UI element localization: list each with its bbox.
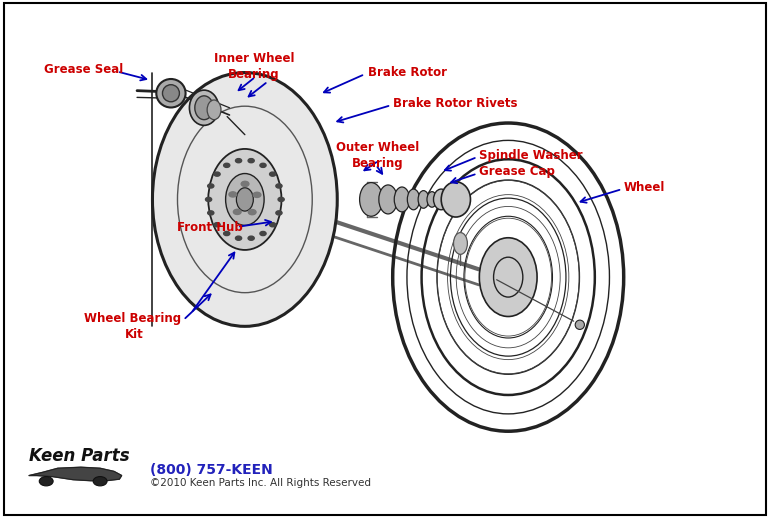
Circle shape [39,477,53,486]
Circle shape [276,184,282,188]
Text: Keen Parts: Keen Parts [29,447,130,465]
Circle shape [260,232,266,236]
Circle shape [208,211,214,215]
Ellipse shape [454,233,467,254]
Text: Grease Cap: Grease Cap [479,165,555,179]
Circle shape [270,223,276,227]
Circle shape [270,172,276,176]
Text: Inner Wheel
Bearing: Inner Wheel Bearing [214,52,294,81]
Circle shape [248,236,254,240]
Text: ©2010 Keen Parts Inc. All Rights Reserved: ©2010 Keen Parts Inc. All Rights Reserve… [150,478,371,488]
Ellipse shape [207,100,221,120]
Ellipse shape [162,85,179,102]
Ellipse shape [407,189,420,210]
Ellipse shape [156,79,186,108]
Ellipse shape [360,183,383,217]
Circle shape [229,192,236,197]
Circle shape [276,211,282,215]
Ellipse shape [479,238,537,316]
Ellipse shape [575,320,584,329]
Ellipse shape [226,174,264,225]
Ellipse shape [195,96,213,120]
Ellipse shape [189,90,219,125]
Ellipse shape [379,185,397,214]
Circle shape [233,209,241,214]
Text: Brake Rotor Rivets: Brake Rotor Rivets [393,97,517,110]
Circle shape [253,192,261,197]
Circle shape [278,197,284,202]
Text: (800) 757-KEEN: (800) 757-KEEN [150,463,273,478]
Ellipse shape [427,192,437,207]
Text: Brake Rotor: Brake Rotor [368,66,447,79]
Circle shape [248,159,254,163]
Ellipse shape [434,189,449,210]
Circle shape [241,181,249,186]
Ellipse shape [208,149,282,250]
Text: Front Hub: Front Hub [176,221,243,235]
Circle shape [236,236,242,240]
Polygon shape [29,467,122,481]
Ellipse shape [236,188,253,211]
Ellipse shape [394,187,410,212]
Circle shape [206,197,212,202]
Circle shape [236,159,242,163]
Circle shape [214,223,220,227]
Text: Wheel Bearing 
Kit: Wheel Bearing Kit [84,312,186,341]
Circle shape [223,232,229,236]
Circle shape [223,163,229,167]
Ellipse shape [418,191,429,208]
Circle shape [93,477,107,486]
Text: Spindle Washer: Spindle Washer [479,149,583,162]
Text: Grease Seal: Grease Seal [44,63,122,77]
Circle shape [249,210,256,215]
Text: Wheel: Wheel [624,181,665,194]
Circle shape [208,184,214,188]
Ellipse shape [152,73,337,326]
Circle shape [214,172,220,176]
Circle shape [260,163,266,167]
Ellipse shape [441,182,470,217]
Text: Outer Wheel
Bearing: Outer Wheel Bearing [336,141,419,170]
